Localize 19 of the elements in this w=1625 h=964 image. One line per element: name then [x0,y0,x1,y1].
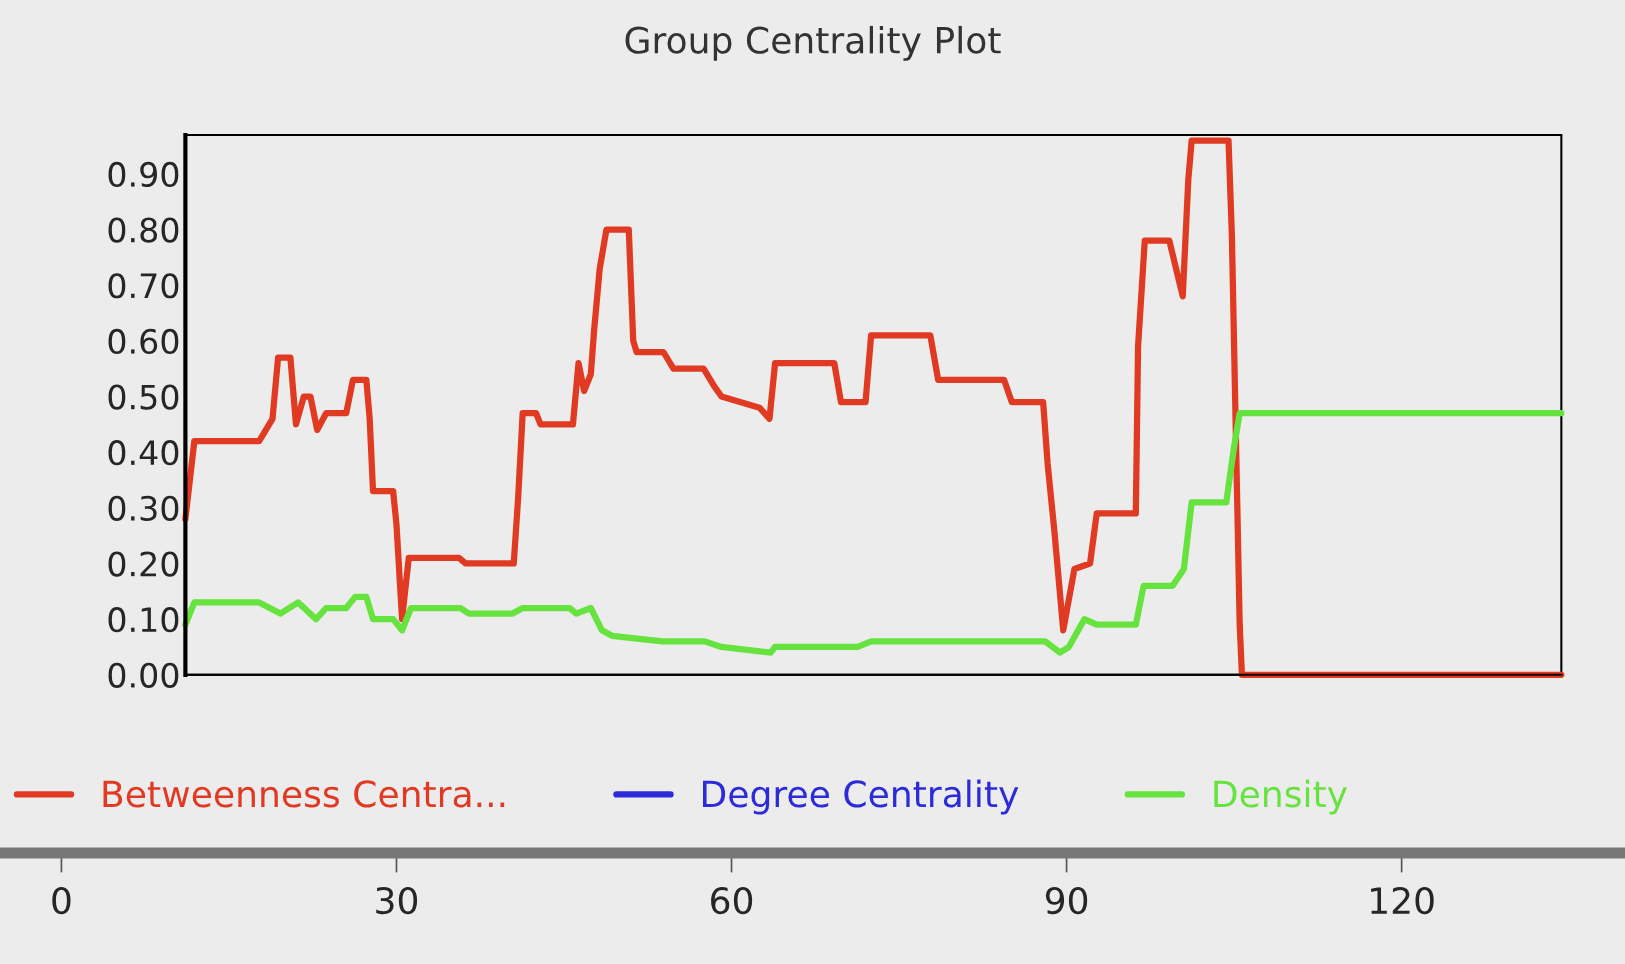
x-tick-label: 90 [1045,886,1088,915]
y-tick-label: 0.30 [108,495,179,521]
y-tick-label: 0.40 [108,440,179,466]
y-tick-label: 0.50 [108,384,179,410]
x-tick-label: 30 [376,886,418,915]
y-tick-label: 0.90 [108,161,179,188]
y-tick-label: 0.00 [108,662,179,688]
legend-label: Betweenness Centra... [103,780,505,808]
y-tick-label: 0.20 [108,551,179,577]
y-tick-label: 0.10 [108,607,179,633]
legend-label: Degree Centrality [703,779,1019,815]
x-tick-label: 0 [52,886,71,915]
x-tick-label: 60 [711,886,753,915]
x-tick-label: 120 [1371,886,1434,915]
y-tick-label: 0.70 [108,273,179,299]
legend-label: Density [1214,779,1348,815]
y-tick-label: 0.60 [108,328,179,355]
chart-title: Group Centrality Plot [625,25,1001,61]
y-tick-label: 0.80 [108,217,179,243]
